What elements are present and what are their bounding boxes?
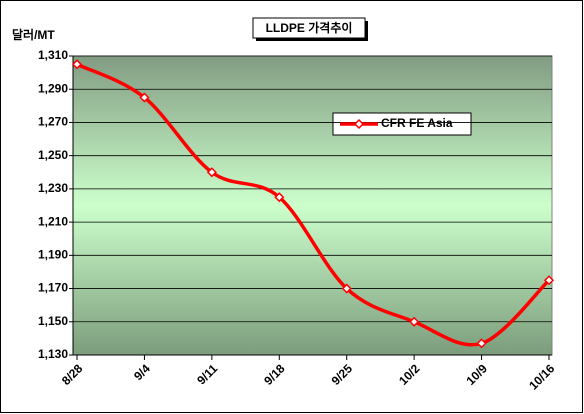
y-tick-label: 1,130 (38, 347, 68, 361)
point (206, 167, 217, 178)
y-tick-label: 1,250 (38, 148, 68, 162)
y-tick-label: 1,230 (38, 181, 68, 195)
legend-label: CFR FE Asia (381, 116, 453, 130)
point (476, 338, 487, 349)
title-box (252, 17, 366, 39)
y-axis-label: 달러/MT (12, 27, 55, 42)
chart-title: LLDPE 가격추이 (266, 20, 353, 35)
y-tick-label: 1,150 (38, 314, 68, 328)
point (274, 192, 285, 203)
point (353, 118, 365, 130)
legend-box (332, 112, 472, 136)
y-tick-label: 1,210 (38, 214, 68, 228)
point (139, 92, 150, 103)
y-tick-label: 1,190 (38, 248, 68, 262)
point (341, 283, 352, 294)
y-tick-label: 1,310 (38, 48, 68, 62)
point (71, 59, 83, 70)
point (409, 316, 420, 327)
series-line (76, 62, 551, 347)
y-tick-label: 1,290 (38, 81, 68, 95)
y-tick-label: 1,170 (38, 281, 68, 295)
y-tick-label: 1,270 (38, 115, 68, 129)
point (543, 275, 555, 286)
